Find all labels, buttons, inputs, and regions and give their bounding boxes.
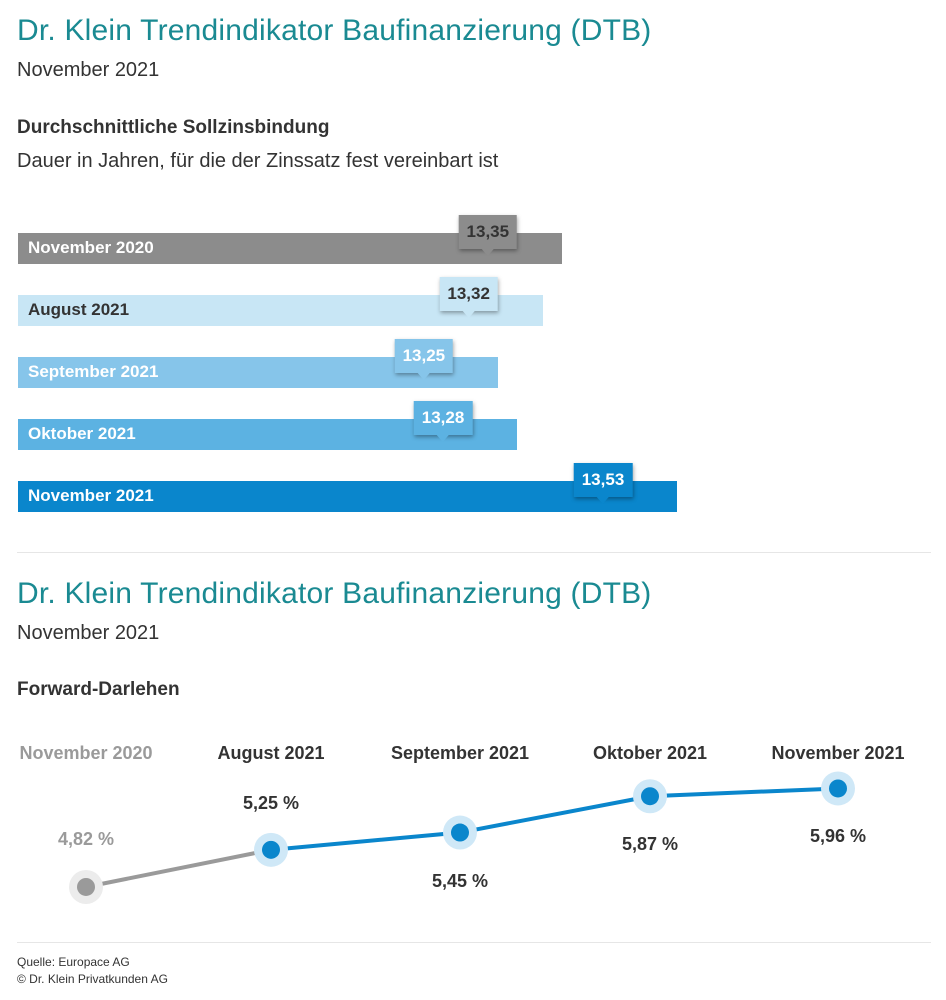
line-category-label: November 2021 [771, 743, 905, 763]
bottom-title: Dr. Klein Trendindikator Baufinanzierung… [17, 577, 652, 610]
source-text: Quelle: Europace AG [17, 955, 130, 969]
bar-value-label: 13,35 [458, 215, 518, 256]
series-line-current [270, 786, 839, 852]
line-plot [69, 771, 855, 904]
data-value-label: 5,96 % [809, 826, 867, 847]
data-point [77, 877, 95, 896]
data-value-label: 5,25 % [242, 792, 300, 813]
data-point [451, 823, 469, 842]
bar-value-label: 13,53 [573, 463, 633, 504]
data-value-label: 5,87 % [621, 834, 679, 855]
line-category-label: Oktober 2021 [592, 743, 708, 763]
top-subtitle: November 2021 [17, 59, 160, 81]
top-title: Dr. Klein Trendindikator Baufinanzierung… [17, 14, 652, 47]
bar-category-label: Oktober 2021 [28, 424, 136, 443]
line-category-label: September 2021 [390, 743, 530, 763]
copyright-text: © Dr. Klein Privatkunden AG [17, 972, 168, 986]
data-point [829, 779, 847, 798]
data-value-label: 4,82 % [57, 828, 115, 849]
bar-category-label: September 2021 [28, 362, 159, 381]
bottom-heading: Forward-Darlehen [17, 679, 180, 700]
bar-category-label: November 2021 [28, 486, 154, 505]
bar: November 2021 [18, 481, 677, 512]
data-value-label: 5,45 % [431, 870, 489, 891]
line-category-label: November 2020 [19, 743, 153, 763]
top-heading: Durchschnittliche Sollzinsbindung [17, 117, 330, 138]
footer-divider [17, 942, 931, 943]
line-category-label: August 2021 [217, 743, 325, 763]
bar-category-label: August 2021 [28, 300, 130, 319]
top-description: Dauer in Jahren, für die der Zinssatz fe… [17, 150, 499, 172]
section-divider [17, 552, 931, 553]
bar-category-label: November 2020 [28, 238, 154, 257]
line-chart: November 2020 August 2021 September 2021 Ok… [0, 730, 946, 930]
bar-value-label: 13,32 [439, 277, 498, 318]
bar-value-label: 13,28 [413, 401, 473, 442]
bottom-subtitle: November 2021 [17, 622, 160, 644]
data-point [262, 840, 280, 859]
bar-chart: November 2020 13,35 August 2021 13,32 Septem… [18, 215, 677, 512]
data-point [641, 787, 659, 806]
series-line-past [85, 847, 272, 889]
bar-value-label: 13,25 [394, 339, 454, 380]
